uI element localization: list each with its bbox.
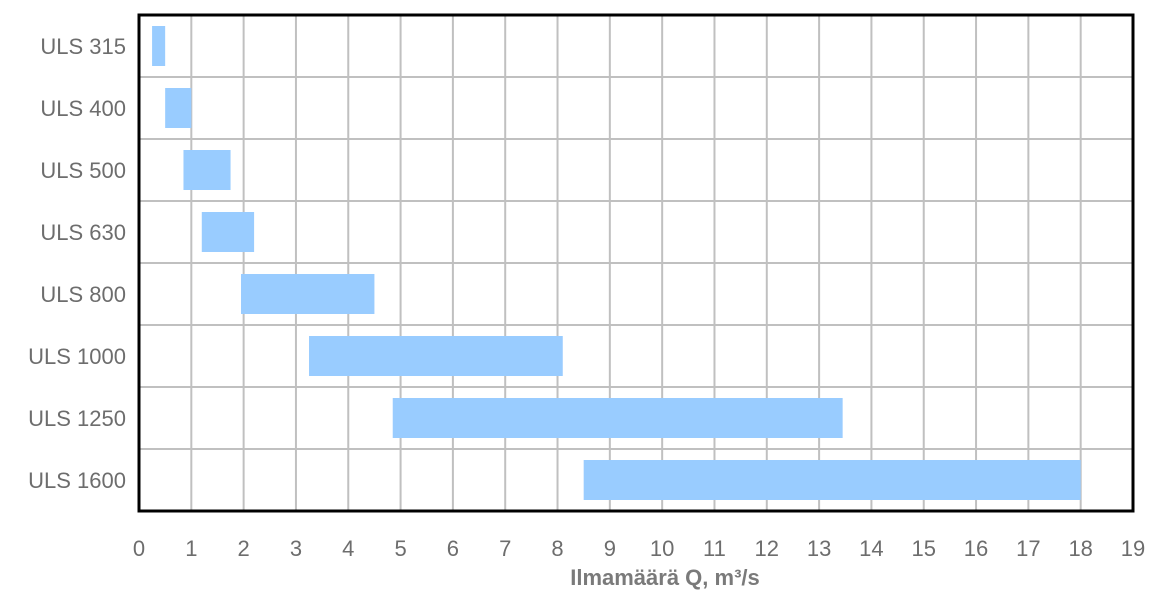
x-tick-label: 17 <box>1016 536 1040 561</box>
x-tick-label: 8 <box>551 536 563 561</box>
x-tick-label: 1 <box>185 536 197 561</box>
range-bar-uls-315 <box>152 26 166 66</box>
x-tick-labels: 0 1 2 3 4 5 6 7 8 9 10 11 12 13 14 15 16 17 18 19 <box>133 536 1145 561</box>
x-tick-label: 6 <box>447 536 459 561</box>
range-bar-uls-1250 <box>392 398 843 438</box>
x-tick-label: 4 <box>342 536 354 561</box>
x-tick-label: 15 <box>911 536 935 561</box>
category-label: ULS 630 <box>40 220 126 245</box>
x-tick-label: 11 <box>703 536 726 561</box>
bars <box>152 26 1081 500</box>
x-tick-label: 14 <box>859 536 883 561</box>
category-label: ULS 1000 <box>28 344 126 369</box>
x-tick-label: 7 <box>499 536 511 561</box>
range-bar-uls-1600 <box>583 460 1081 500</box>
category-label: ULS 315 <box>40 34 126 59</box>
x-tick-label: 2 <box>238 536 250 561</box>
x-axis-title: Ilmamäärä Q, m³/s <box>570 565 760 590</box>
x-tick-label: 0 <box>133 536 145 561</box>
grid <box>139 15 1133 511</box>
plot-frame <box>137 13 1135 513</box>
x-tick-label: 5 <box>394 536 406 561</box>
category-label: ULS 800 <box>40 282 126 307</box>
category-label: ULS 400 <box>40 96 126 121</box>
x-tick-label: 19 <box>1121 536 1145 561</box>
x-tick-label: 16 <box>964 536 988 561</box>
category-label: ULS 500 <box>40 158 126 183</box>
category-labels: ULS 315 ULS 400 ULS 500 ULS 630 ULS 800 ULS 1… <box>28 34 126 493</box>
x-tick-label: 3 <box>290 536 302 561</box>
range-bar-uls-630 <box>201 212 255 252</box>
category-label: ULS 1600 <box>28 468 126 493</box>
range-bar-uls-1000 <box>309 336 563 376</box>
x-tick-label: 13 <box>807 536 831 561</box>
range-bar-uls-800 <box>241 274 375 314</box>
x-tick-label: 9 <box>604 536 616 561</box>
category-label: ULS 1250 <box>28 406 126 431</box>
x-tick-label: 10 <box>650 536 674 561</box>
range-bar-uls-500 <box>183 150 231 190</box>
range-bar-uls-400 <box>165 88 192 128</box>
x-tick-label: 18 <box>1068 536 1092 561</box>
x-tick-label: 12 <box>755 536 779 561</box>
